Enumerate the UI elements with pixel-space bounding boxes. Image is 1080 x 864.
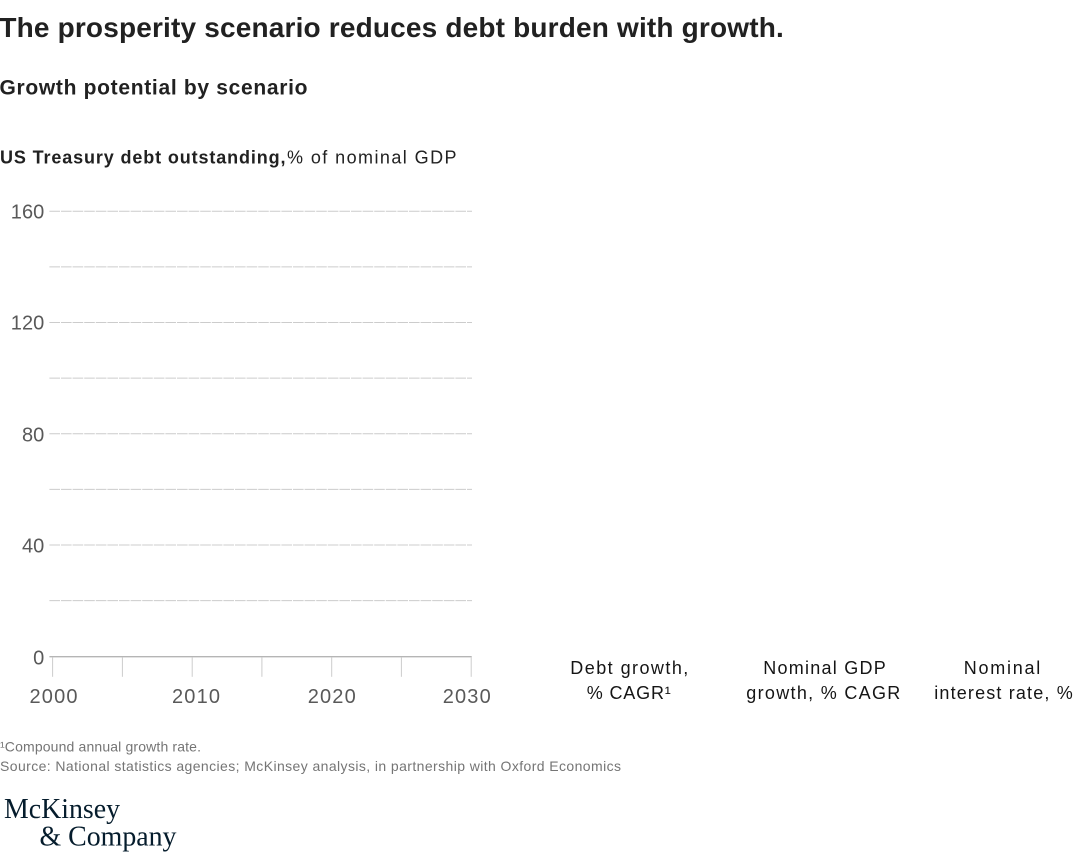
svg-text:0: 0: [33, 648, 44, 670]
svg-text:2030: 2030: [443, 686, 491, 708]
svg-text:Source: National statistics ag: Source: National statistics agencies; Mc…: [0, 758, 621, 774]
svg-text:Nominal GDP: Nominal GDP: [763, 658, 886, 678]
svg-text:% of nominal GDP: % of nominal GDP: [287, 147, 457, 167]
svg-text:The prosperity scenario reduce: The prosperity scenario reduces debt bur…: [0, 12, 784, 43]
svg-text:2000: 2000: [30, 686, 78, 708]
svg-text:¹Compound annual growth rate.: ¹Compound annual growth rate.: [0, 738, 201, 754]
svg-text:120: 120: [11, 313, 45, 335]
svg-text:% CAGR¹: % CAGR¹: [587, 683, 671, 703]
svg-text:2020: 2020: [308, 686, 356, 708]
svg-text:McKinsey: McKinsey: [4, 793, 120, 825]
svg-text:interest rate, %: interest rate, %: [934, 683, 1073, 703]
svg-text:2010: 2010: [172, 686, 220, 708]
svg-text:US Treasury debt outstanding,: US Treasury debt outstanding,: [0, 147, 286, 167]
svg-text:Nominal: Nominal: [964, 658, 1041, 678]
svg-text:& Company: & Company: [40, 821, 177, 853]
svg-text:160: 160: [11, 202, 45, 224]
svg-text:Debt growth,: Debt growth,: [570, 658, 688, 678]
svg-text:Growth potential by scenario: Growth potential by scenario: [0, 77, 308, 100]
svg-text:40: 40: [22, 535, 44, 557]
svg-text:80: 80: [22, 424, 44, 446]
svg-text:growth, % CAGR: growth, % CAGR: [746, 683, 900, 703]
